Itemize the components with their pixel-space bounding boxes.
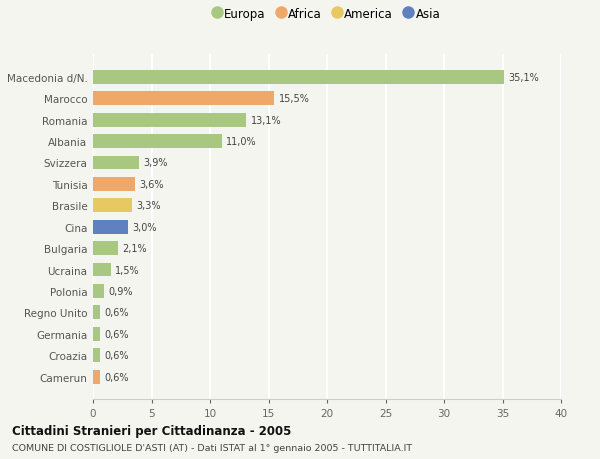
Text: 0,6%: 0,6%: [105, 372, 129, 382]
Bar: [93, 370, 100, 384]
Text: COMUNE DI COSTIGLIOLE D'ASTI (AT) - Dati ISTAT al 1° gennaio 2005 - TUTTITALIA.I: COMUNE DI COSTIGLIOLE D'ASTI (AT) - Dati…: [12, 443, 412, 452]
Text: 15,5%: 15,5%: [279, 94, 310, 104]
Legend: Europa, Africa, America, Asia: Europa, Africa, America, Asia: [214, 8, 440, 21]
Bar: [93, 348, 100, 362]
Text: 0,6%: 0,6%: [105, 350, 129, 360]
Text: 35,1%: 35,1%: [508, 73, 539, 83]
Text: 1,5%: 1,5%: [115, 265, 140, 275]
Text: 0,6%: 0,6%: [105, 329, 129, 339]
Text: 3,6%: 3,6%: [140, 179, 164, 190]
Bar: [93, 306, 100, 319]
Bar: [93, 178, 135, 191]
Text: 13,1%: 13,1%: [251, 115, 281, 125]
Bar: [93, 284, 104, 298]
Text: 0,6%: 0,6%: [105, 308, 129, 318]
Bar: [93, 92, 274, 106]
Text: 11,0%: 11,0%: [226, 137, 257, 147]
Bar: [93, 199, 131, 213]
Text: Cittadini Stranieri per Cittadinanza - 2005: Cittadini Stranieri per Cittadinanza - 2…: [12, 425, 292, 437]
Bar: [93, 135, 222, 149]
Text: 3,9%: 3,9%: [143, 158, 168, 168]
Text: 3,3%: 3,3%: [136, 201, 161, 211]
Text: 2,1%: 2,1%: [122, 244, 147, 253]
Bar: [93, 263, 110, 277]
Bar: [93, 220, 128, 234]
Bar: [93, 156, 139, 170]
Text: 3,0%: 3,0%: [133, 222, 157, 232]
Bar: [93, 327, 100, 341]
Bar: [93, 241, 118, 256]
Text: 0,9%: 0,9%: [108, 286, 133, 296]
Bar: [93, 71, 503, 84]
Bar: [93, 113, 246, 127]
